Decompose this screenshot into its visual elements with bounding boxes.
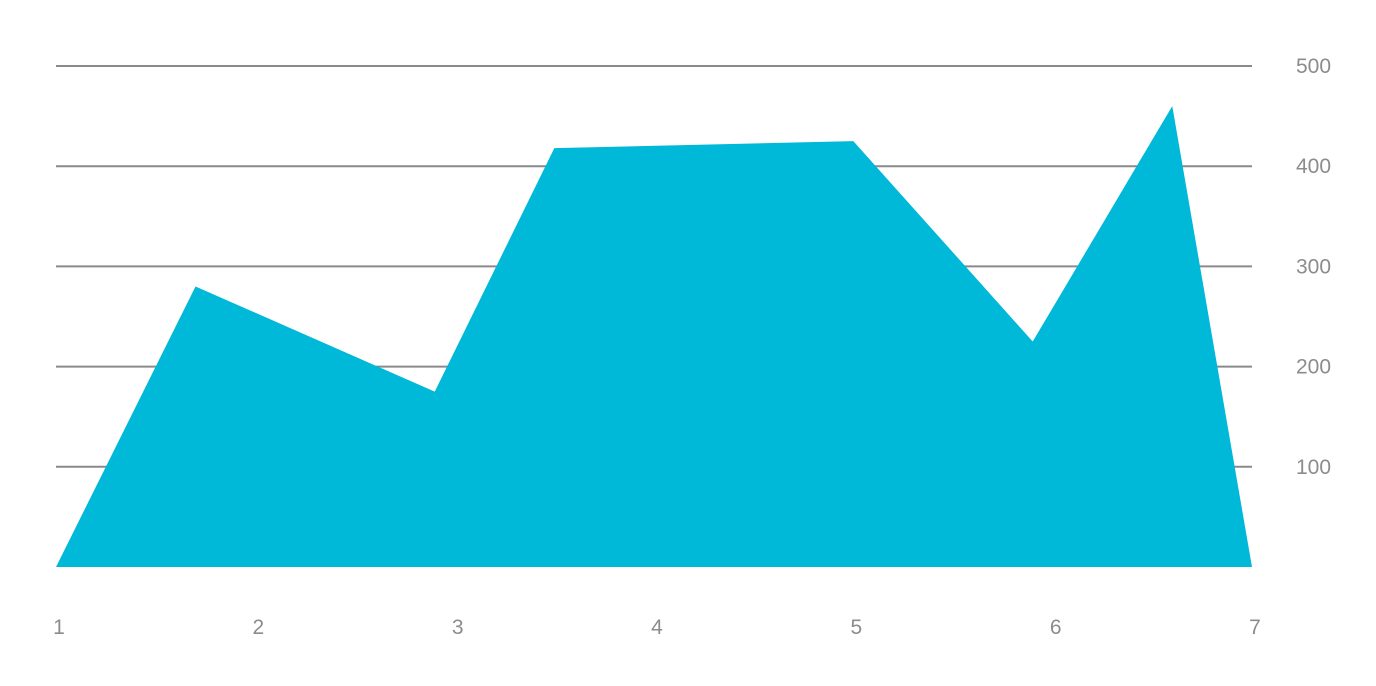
x-tick-label: 4 (651, 616, 663, 639)
y-axis-labels: 100 200 300 400 500 (1296, 55, 1331, 479)
area-series (56, 106, 1252, 567)
y-tick-label: 200 (1296, 356, 1331, 379)
x-tick-label: 7 (1249, 616, 1261, 639)
y-tick-label: 300 (1296, 255, 1331, 278)
x-tick-label: 3 (452, 616, 464, 639)
y-tick-label: 100 (1296, 456, 1331, 479)
x-axis-labels: 1 2 3 4 5 6 7 (53, 616, 1261, 639)
x-tick-label: 5 (850, 616, 862, 639)
x-tick-label: 6 (1050, 616, 1062, 639)
x-tick-label: 2 (252, 616, 264, 639)
x-tick-label: 1 (53, 616, 65, 639)
area-series-0 (56, 106, 1252, 567)
y-tick-label: 500 (1296, 55, 1331, 78)
y-tick-label: 400 (1296, 155, 1331, 178)
